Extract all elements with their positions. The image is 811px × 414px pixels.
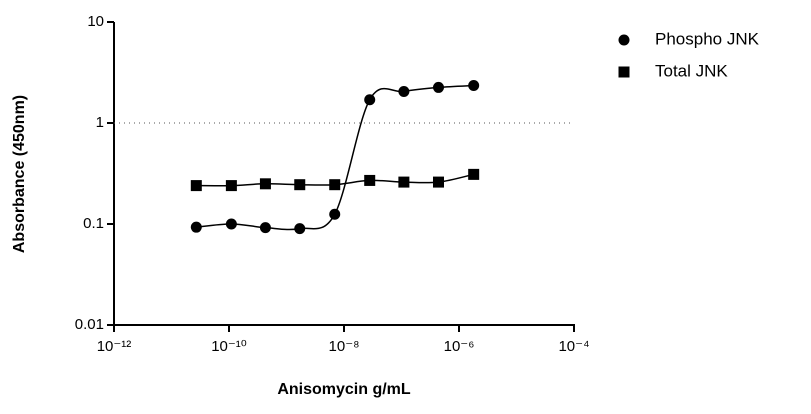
legend-label: Total JNK — [655, 61, 728, 80]
x-tick-label: 10⁻⁸ — [329, 338, 360, 355]
y-tick-label: 0.01 — [75, 316, 104, 333]
y-axis-label: Absorbance (450nm) — [11, 95, 28, 253]
data-point — [364, 174, 376, 186]
data-point — [398, 176, 410, 188]
data-point — [468, 80, 480, 92]
y-tick-label: 1 — [96, 114, 104, 131]
x-tick-label: 10⁻⁶ — [444, 338, 475, 355]
legend-label: Phospho JNK — [655, 29, 760, 48]
x-tick-label: 10⁻¹⁰ — [211, 338, 247, 355]
data-point — [259, 178, 271, 190]
data-point — [225, 218, 237, 230]
data-point — [225, 180, 237, 192]
legend-marker — [618, 66, 630, 78]
data-point — [432, 176, 444, 188]
series-line — [196, 84, 474, 231]
data-point — [329, 208, 341, 220]
y-tick-label: 10 — [87, 13, 104, 30]
y-tick-label: 0.1 — [83, 215, 104, 232]
x-tick-label: 10⁻¹² — [97, 338, 132, 355]
legend-marker — [618, 34, 630, 46]
x-tick-label: 10⁻⁴ — [558, 338, 589, 355]
data-point — [468, 168, 480, 180]
data-point — [259, 222, 271, 234]
data-point — [329, 179, 341, 191]
data-point — [294, 223, 306, 235]
data-point — [294, 179, 306, 191]
data-point — [190, 180, 202, 192]
data-point — [364, 94, 376, 106]
x-axis-label: Anisomycin g/mL — [277, 381, 411, 398]
data-point — [432, 81, 444, 93]
data-point — [190, 221, 202, 233]
data-point — [398, 86, 410, 98]
